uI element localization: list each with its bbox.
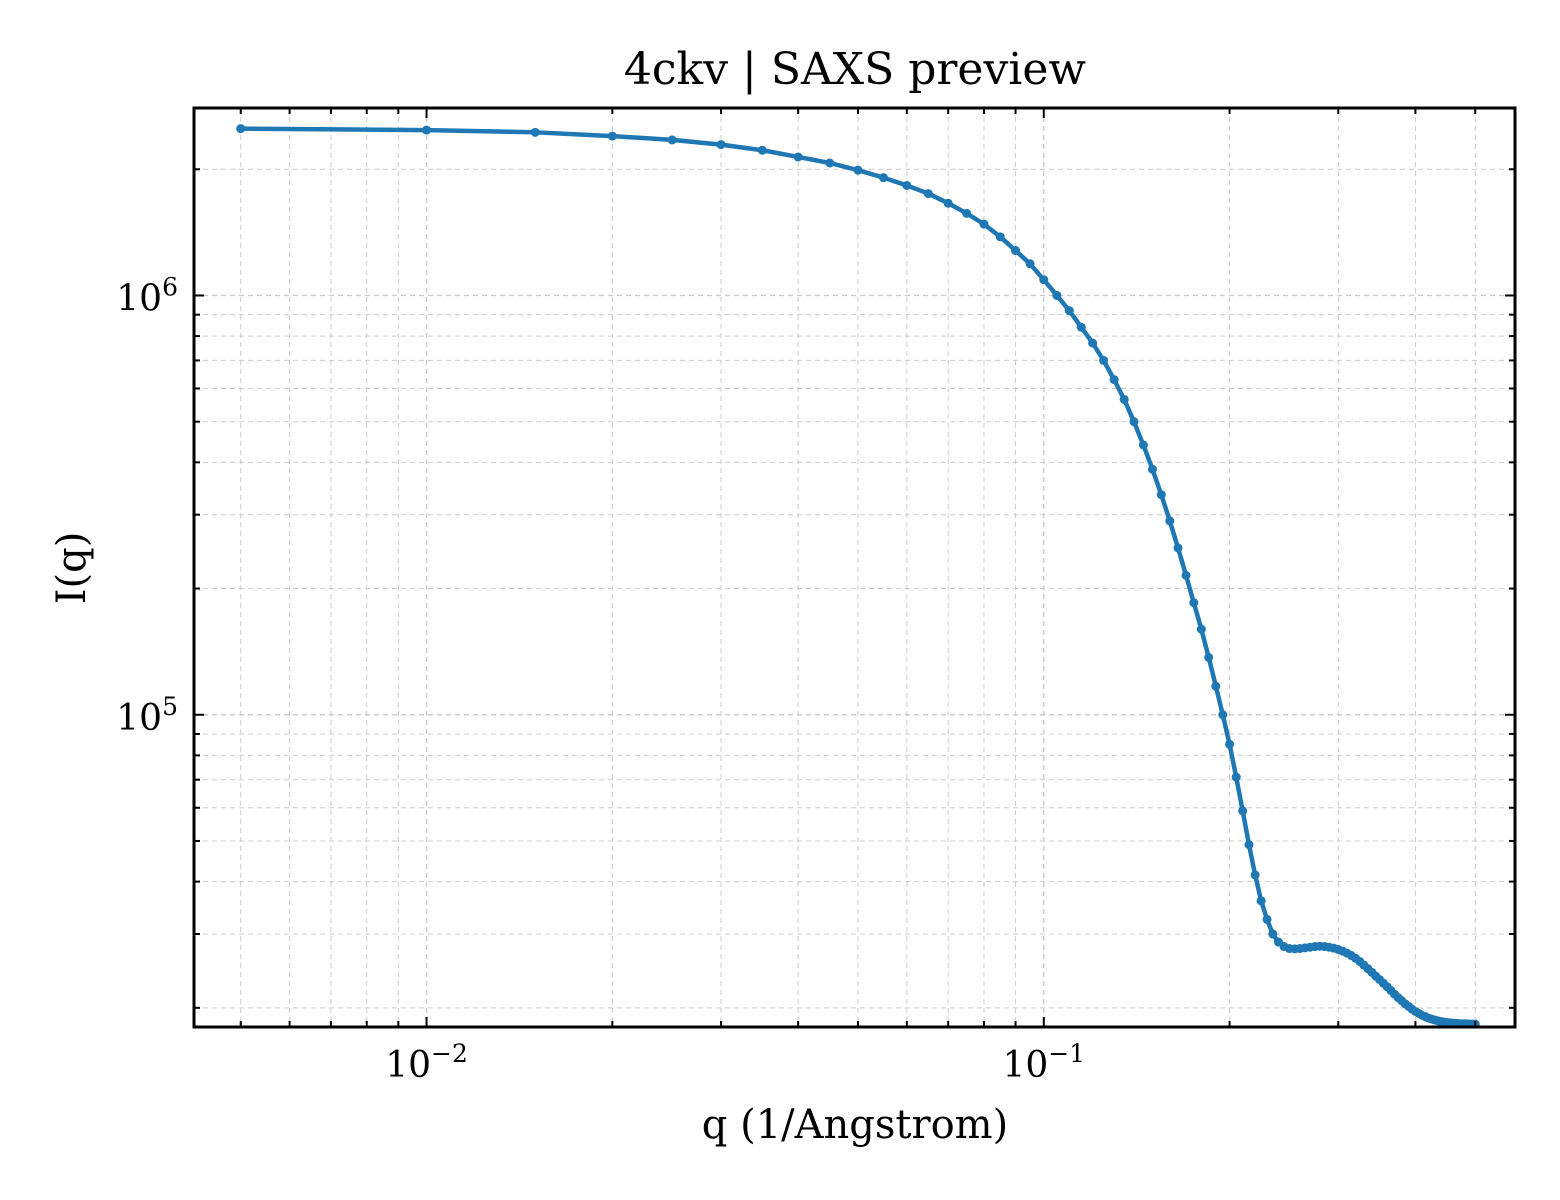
- data-point: [1196, 624, 1206, 634]
- data-point: [607, 131, 617, 141]
- data-point: [1076, 322, 1086, 332]
- data-point: [1204, 652, 1214, 662]
- data-point: [667, 135, 677, 145]
- data-point: [1039, 275, 1049, 285]
- data-point: [825, 158, 835, 168]
- data-point: [1256, 896, 1266, 906]
- data-point: [962, 208, 972, 218]
- data-point: [1181, 570, 1191, 580]
- data-point: [1262, 914, 1272, 924]
- y-axis-label: I(q): [49, 532, 95, 605]
- data-point: [1011, 246, 1021, 256]
- data-point: [1138, 440, 1148, 450]
- data-point: [1109, 375, 1119, 385]
- data-point: [1231, 772, 1241, 782]
- data-point: [1250, 870, 1260, 880]
- data-point: [236, 124, 246, 134]
- data-point: [1088, 338, 1098, 348]
- data-point: [757, 145, 767, 155]
- data-point: [879, 173, 889, 183]
- data-point: [1099, 355, 1109, 365]
- data-point: [853, 165, 863, 175]
- data-point: [923, 189, 933, 199]
- data-point: [1189, 598, 1199, 608]
- data-point: [530, 127, 540, 137]
- data-point: [902, 180, 912, 190]
- data-point: [1052, 290, 1062, 300]
- data-point: [716, 140, 726, 150]
- data-point: [1025, 259, 1035, 269]
- data-point: [1225, 739, 1235, 749]
- chart-title: 4ckv | SAXS preview: [624, 44, 1087, 95]
- minor-grid: [194, 108, 1515, 1027]
- data-point: [1268, 929, 1278, 939]
- data-point: [979, 219, 989, 229]
- data-point: [1119, 394, 1129, 404]
- data-point: [1129, 417, 1139, 427]
- data-point: [1218, 710, 1228, 720]
- data-point: [1173, 543, 1183, 553]
- x-tick-label: 10−1: [1002, 1039, 1085, 1086]
- data-point: [422, 125, 432, 135]
- tick-labels: 10−2 10−1 105 106: [116, 272, 1085, 1086]
- data-point: [1238, 806, 1248, 816]
- data-point: [793, 152, 803, 162]
- x-axis-label: q (1/Angstrom): [702, 1102, 1008, 1148]
- data-point: [943, 198, 953, 208]
- x-tick-label: 10−2: [385, 1039, 468, 1086]
- series-layer: [236, 124, 1480, 1029]
- plot-frame: [192, 106, 1517, 1029]
- data-point: [1064, 306, 1074, 316]
- major-grid: [194, 108, 1515, 1027]
- data-point: [1165, 516, 1175, 526]
- data-point: [995, 232, 1005, 242]
- y-tick-label: 105: [116, 692, 178, 739]
- data-point: [1244, 840, 1254, 850]
- y-tick-label: 106: [116, 272, 178, 319]
- data-point: [1211, 681, 1221, 691]
- data-point: [1156, 490, 1166, 500]
- data-point: [1147, 464, 1157, 474]
